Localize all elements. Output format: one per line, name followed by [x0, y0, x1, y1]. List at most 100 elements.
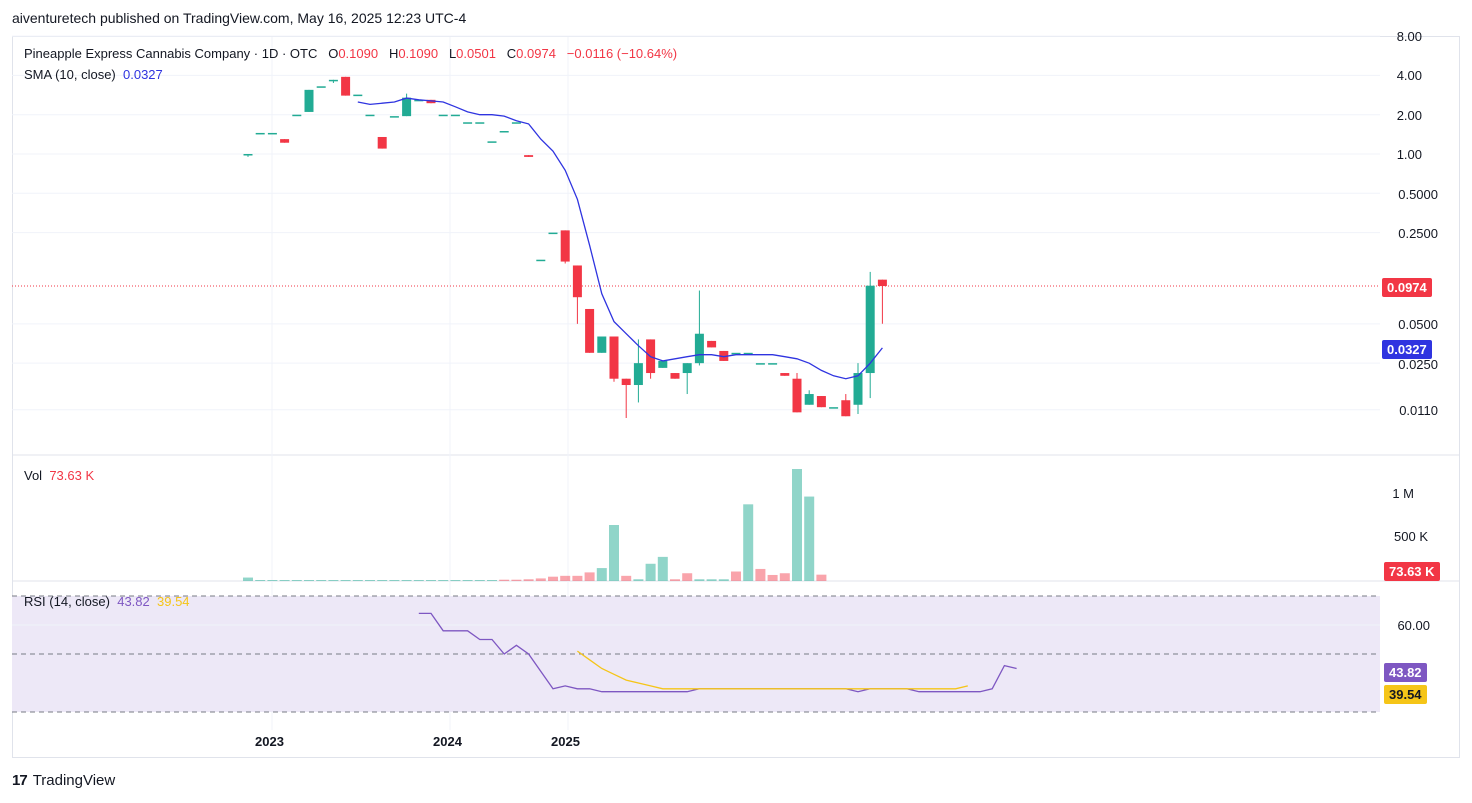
- candle-body: [621, 378, 631, 386]
- candle-body: [804, 394, 814, 405]
- candle-body: [743, 352, 753, 355]
- rsi-legend: RSI (14, close) 43.82 39.54: [24, 594, 190, 609]
- rsi-label: RSI (14, close): [24, 594, 110, 609]
- volume-label: Vol: [24, 468, 43, 483]
- volume-bar: [438, 580, 449, 581]
- candle-body: [792, 378, 802, 413]
- sma-legend: SMA (10, close) 0.0327: [24, 67, 163, 82]
- volume-bar: [596, 568, 607, 581]
- candle-body: [768, 363, 778, 365]
- symbol-title: Pineapple Express Cannabis Company · 1D …: [24, 46, 318, 61]
- volume-bar: [779, 573, 790, 581]
- volume-badge: 73.63 K: [1384, 562, 1440, 581]
- volume-bar: [401, 580, 412, 581]
- candle-body: [304, 89, 314, 112]
- candle-body: [316, 86, 326, 88]
- candle-body: [377, 136, 387, 149]
- price-tick-1: 1.00: [1396, 147, 1422, 162]
- volume-bar: [316, 580, 327, 581]
- volume-bar: [462, 580, 473, 581]
- candle-body: [755, 363, 765, 365]
- price-tick-8: 8.00: [1396, 29, 1422, 44]
- volume-bar: [816, 574, 827, 581]
- volume-bar: [255, 580, 266, 581]
- volume-bar: [328, 580, 339, 581]
- candle-body: [524, 155, 534, 157]
- volume-bar: [474, 580, 485, 581]
- rsi-badge: 43.82: [1384, 663, 1427, 682]
- volume-bar: [621, 575, 632, 581]
- publisher-line: aiventuretech published on TradingView.c…: [12, 10, 467, 26]
- volume-bar: [267, 580, 278, 581]
- candle-body: [841, 400, 851, 417]
- candle-body: [243, 154, 253, 156]
- last-price-badge: 0.0974: [1382, 278, 1432, 297]
- candle-body: [463, 122, 473, 124]
- volume-bar: [389, 580, 400, 581]
- open-label: O: [328, 46, 339, 61]
- candle-body: [707, 340, 717, 348]
- volume-bar: [572, 575, 583, 581]
- volume-bar: [450, 580, 461, 581]
- candle-body: [780, 373, 790, 376]
- candle-body: [816, 396, 826, 408]
- open-value: 0.1090: [338, 46, 379, 61]
- price-tick-2: 2.00: [1396, 108, 1422, 123]
- sma-badge: 0.0327: [1382, 340, 1432, 359]
- price-tick-025: 0.2500: [1398, 226, 1438, 241]
- volume-bar: [706, 579, 717, 581]
- candle-body: [267, 132, 277, 135]
- rsi-ma-value: 39.54: [157, 594, 190, 609]
- candle-body: [536, 259, 546, 262]
- volume-bar: [645, 563, 656, 581]
- candle-body: [280, 139, 290, 143]
- volume-bar: [340, 580, 351, 581]
- ohlc-legend: Pineapple Express Cannabis Company · 1D …: [24, 46, 677, 61]
- volume-bar: [535, 578, 546, 581]
- low-value: 0.0501: [456, 46, 496, 61]
- footer-brand: TradingView: [32, 772, 116, 789]
- candle-body: [255, 132, 265, 135]
- volume-bar: [792, 469, 802, 581]
- volume-bar: [499, 579, 510, 581]
- candle-body: [572, 265, 582, 298]
- candle-body: [731, 352, 741, 355]
- high-value: 0.1090: [398, 46, 439, 61]
- candle-body: [597, 336, 607, 353]
- candle-body: [853, 373, 863, 405]
- volume-bar: [511, 579, 522, 581]
- volume-bar: [694, 579, 705, 581]
- volume-bar: [548, 576, 558, 581]
- volume-bar: [365, 580, 375, 581]
- volume-bar: [609, 525, 619, 581]
- candle-body: [670, 373, 680, 379]
- price-tick-005: 0.0500: [1398, 317, 1438, 332]
- volume-bar: [291, 580, 302, 581]
- candle-body: [414, 99, 424, 102]
- x-tick-2025: 2025: [551, 734, 580, 749]
- rsi-ma-line: [577, 650, 968, 690]
- candle-body: [353, 94, 363, 97]
- candle-body: [633, 363, 643, 386]
- volume-bar: [767, 574, 778, 581]
- volume-tick-500k: 500 K: [1394, 529, 1428, 544]
- volume-value: 73.63 K: [49, 468, 95, 483]
- volume-bar: [426, 580, 436, 581]
- sma-line: [357, 97, 883, 380]
- candle-body: [292, 114, 302, 117]
- price-tick-0011: 0.0110: [1399, 403, 1438, 418]
- candle-body: [694, 333, 704, 364]
- change-value: −0.0116 (−10.64%): [566, 46, 678, 61]
- volume-bar: [377, 580, 388, 581]
- candle-body: [865, 285, 875, 374]
- candle-body: [719, 350, 729, 361]
- volume-bar: [487, 580, 497, 581]
- volume-bar: [279, 580, 290, 581]
- candle-body: [341, 76, 351, 96]
- volume-bar: [584, 572, 595, 581]
- candle-body: [365, 114, 375, 117]
- volume-bar: [243, 577, 253, 581]
- tradingview-logo-icon: 17: [12, 772, 28, 789]
- volume-bar: [633, 579, 644, 581]
